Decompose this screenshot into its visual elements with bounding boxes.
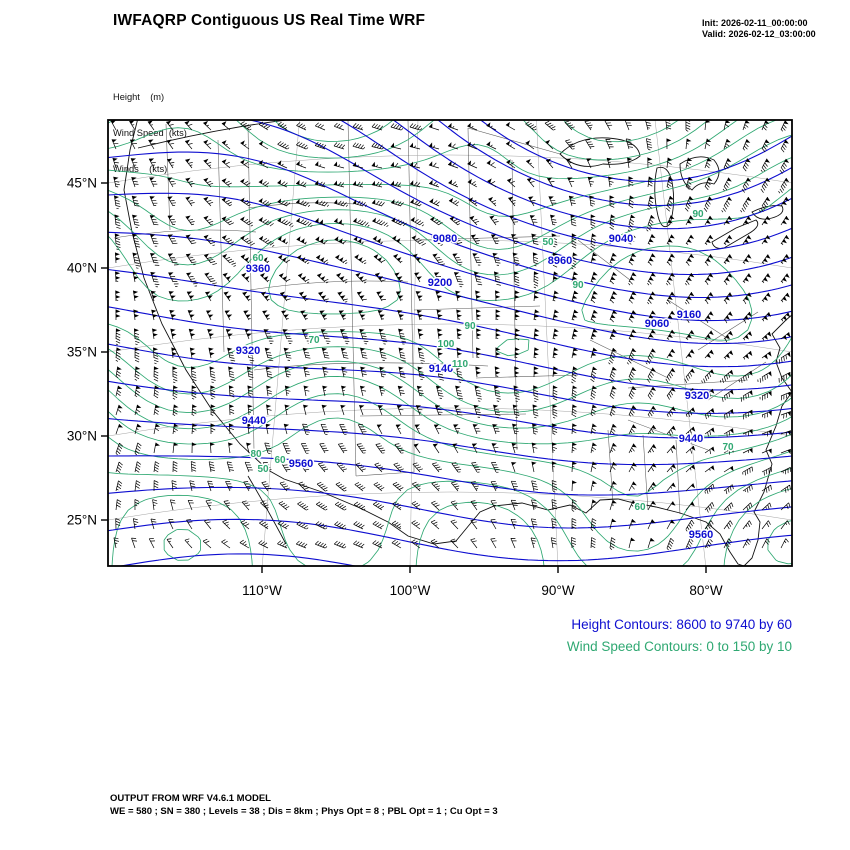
svg-text:60: 60 <box>274 455 286 466</box>
model-footer: OUTPUT FROM WRF V4.6.1 MODEL WE = 580 ; … <box>110 793 498 818</box>
svg-text:9060: 9060 <box>645 318 669 330</box>
field-legend: Height (m) Wind Speed (kts) Winds (kts) <box>113 67 187 187</box>
svg-text:9040: 9040 <box>609 233 633 245</box>
svg-text:110°W: 110°W <box>242 583 282 598</box>
svg-text:8960: 8960 <box>548 255 572 267</box>
svg-text:9160: 9160 <box>677 309 701 321</box>
wind-contour-info: Wind Speed Contours: 0 to 150 by 10 <box>566 639 792 654</box>
plot-title: IWFAQRP Contiguous US Real Time WRF <box>113 12 426 29</box>
svg-text:30°N: 30°N <box>67 429 97 444</box>
svg-text:70: 70 <box>308 335 320 346</box>
graticule <box>108 120 792 566</box>
svg-text:100: 100 <box>438 339 455 350</box>
contour-labels: 9080 904089609200936093209140944095609060… <box>234 208 735 543</box>
svg-text:50: 50 <box>542 237 554 248</box>
init-time: Init: 2026-02-11_00:00:00 <box>702 18 808 28</box>
svg-text:90: 90 <box>572 280 584 291</box>
svg-text:9080: 9080 <box>433 233 457 245</box>
svg-text:60: 60 <box>252 253 264 264</box>
legend-winds-line: Winds (kts) <box>113 164 168 174</box>
model-footer-line2: WE = 580 ; SN = 380 ; Levels = 38 ; Dis … <box>110 805 498 817</box>
svg-text:25°N: 25°N <box>67 513 97 528</box>
run-time-block: Init: 2026-02-11_00:00:00 Valid: 2026-02… <box>702 18 816 40</box>
map-layers: 9080 904089609200936093209140944095609060… <box>108 120 792 566</box>
svg-text:9560: 9560 <box>289 458 313 470</box>
axis-labels: 45°N 40°N 35°N 30°N 25°N 110°W 100°W 90°W 80°W <box>67 176 723 599</box>
map-frame <box>107 119 793 567</box>
svg-text:9140: 9140 <box>429 363 453 375</box>
valid-time: Valid: 2026-02-12_03:00:00 <box>702 29 816 39</box>
svg-text:90°W: 90°W <box>541 583 574 598</box>
svg-text:40°N: 40°N <box>67 261 97 276</box>
svg-text:9560: 9560 <box>689 529 713 541</box>
height-contour-info: Height Contours: 8600 to 9740 by 60 <box>571 617 792 632</box>
svg-text:80: 80 <box>250 449 262 460</box>
svg-text:9320: 9320 <box>236 345 260 357</box>
svg-text:80°W: 80°W <box>689 583 722 598</box>
wind-barbs <box>110 120 792 551</box>
model-footer-line1: OUTPUT FROM WRF V4.6.1 MODEL <box>110 793 271 804</box>
svg-text:9440: 9440 <box>679 433 703 445</box>
svg-text:100°W: 100°W <box>390 583 431 598</box>
svg-text:9440: 9440 <box>242 415 266 427</box>
svg-text:110: 110 <box>452 359 469 370</box>
weather-map: 9080 904089609200936093209140944095609060… <box>67 119 793 598</box>
svg-text:9360: 9360 <box>246 263 270 275</box>
svg-text:45°N: 45°N <box>67 176 97 191</box>
svg-text:35°N: 35°N <box>67 345 97 360</box>
svg-text:9200: 9200 <box>428 277 452 289</box>
svg-text:70: 70 <box>722 442 734 453</box>
svg-text:90: 90 <box>464 321 476 332</box>
legend-height-line: Height (m) <box>113 92 165 102</box>
state-borders <box>113 120 767 515</box>
svg-text:90: 90 <box>692 209 704 220</box>
svg-text:50: 50 <box>257 464 269 475</box>
axis-ticks <box>101 182 707 573</box>
legend-windspeed-line: Wind Speed (kts) <box>113 128 187 138</box>
svg-text:60: 60 <box>634 502 646 513</box>
contour-info-block: Height Contours: 8600 to 9740 by 60 Wind… <box>567 614 792 658</box>
svg-text:9320: 9320 <box>685 390 709 402</box>
